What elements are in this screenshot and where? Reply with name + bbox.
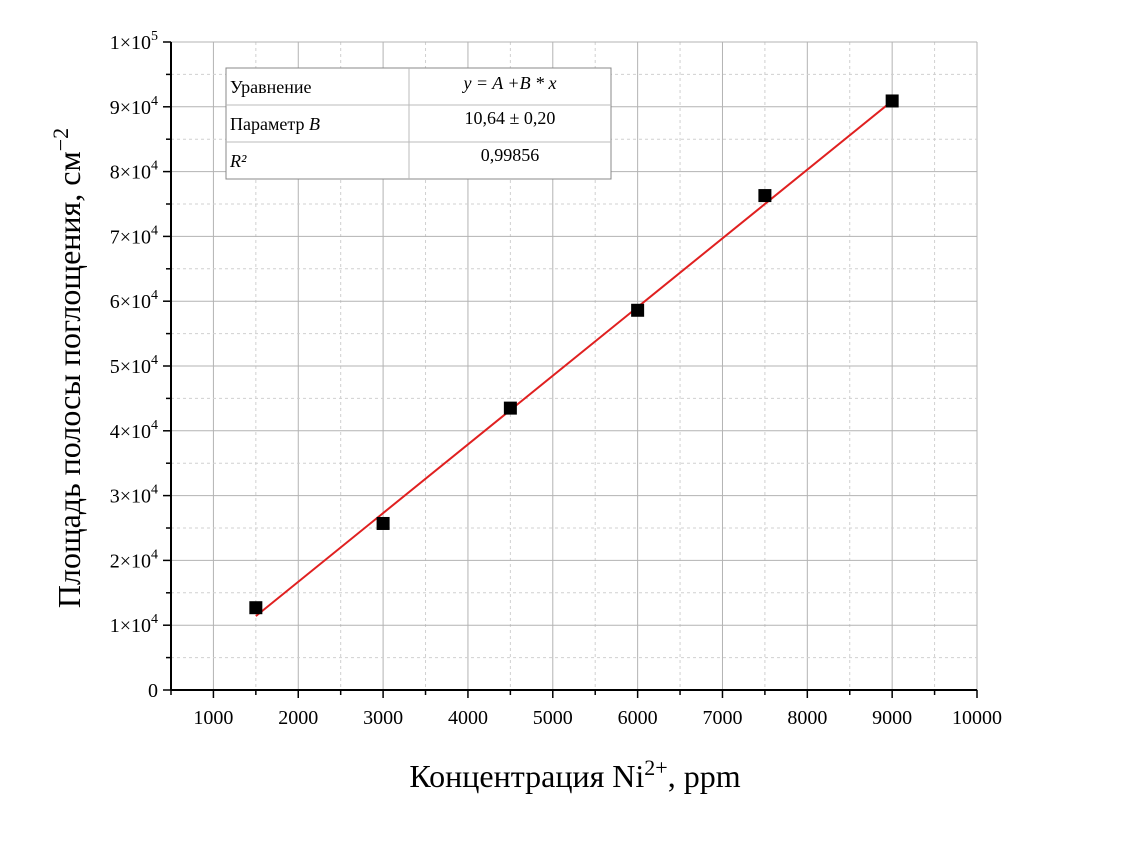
- fit-table-label: R²: [229, 151, 247, 171]
- y-tick-label: 6×104: [110, 288, 158, 313]
- y-tick-label: 1×104: [110, 612, 158, 637]
- y-tick-label: 9×104: [110, 94, 158, 119]
- y-tick-label: 3×104: [110, 483, 158, 508]
- data-point: [249, 601, 263, 615]
- x-axis-ticks: 1000 2000 3000 4000 5000 6000 7000 8000 9000 1000…: [170, 690, 1002, 729]
- fit-table-value: 10,64 ± 0,20: [465, 108, 556, 128]
- x-tick-label: 5000: [533, 707, 573, 729]
- data-point: [503, 401, 517, 415]
- x-tick-label: 7000: [702, 707, 742, 729]
- fit-table-label: Уравнение: [230, 77, 312, 97]
- data-point: [631, 303, 645, 317]
- fit-table-value: 0,99856: [481, 145, 540, 165]
- data-points: [249, 94, 899, 615]
- y-tick-label: 1×105: [110, 29, 158, 54]
- data-point: [885, 94, 899, 108]
- y-axis-title: Площадь полосы поглощения, см−2: [48, 128, 87, 608]
- x-tick-label: 2000: [278, 707, 318, 729]
- data-point: [376, 516, 390, 530]
- fit-table-frame: [225, 67, 612, 180]
- y-tick-label: 5×104: [110, 353, 158, 378]
- x-tick-label: 10000: [952, 707, 1002, 729]
- y-axis-ticks: 0 1×104 2×104 3×104 4×104 5×104 6×104 7×104 8×10…: [110, 29, 171, 702]
- x-tick-label: 1000: [193, 707, 233, 729]
- x-tick-label: 3000: [363, 707, 403, 729]
- data-point: [758, 189, 772, 203]
- x-tick-label: 6000: [618, 707, 658, 729]
- fit-line: [255, 100, 893, 617]
- x-axis-title: Концентрация Ni2+, ppm: [409, 755, 740, 794]
- y-tick-label: 0: [148, 680, 158, 702]
- fit-line-group: [255, 100, 893, 617]
- fit-table: Уравнение y = A +B * x Параметр B 10,64 …: [225, 67, 612, 180]
- x-tick-label: 9000: [872, 707, 912, 729]
- x-tick-label: 4000: [448, 707, 488, 729]
- fit-table-value: y = A +B * x: [461, 73, 556, 93]
- y-tick-label: 4×104: [110, 418, 158, 443]
- x-tick-label: 8000: [787, 707, 827, 729]
- fit-table-label: Параметр B: [230, 114, 320, 134]
- y-tick-label: 8×104: [110, 159, 158, 184]
- y-tick-label: 2×104: [110, 547, 158, 572]
- y-tick-label: 7×104: [110, 223, 158, 248]
